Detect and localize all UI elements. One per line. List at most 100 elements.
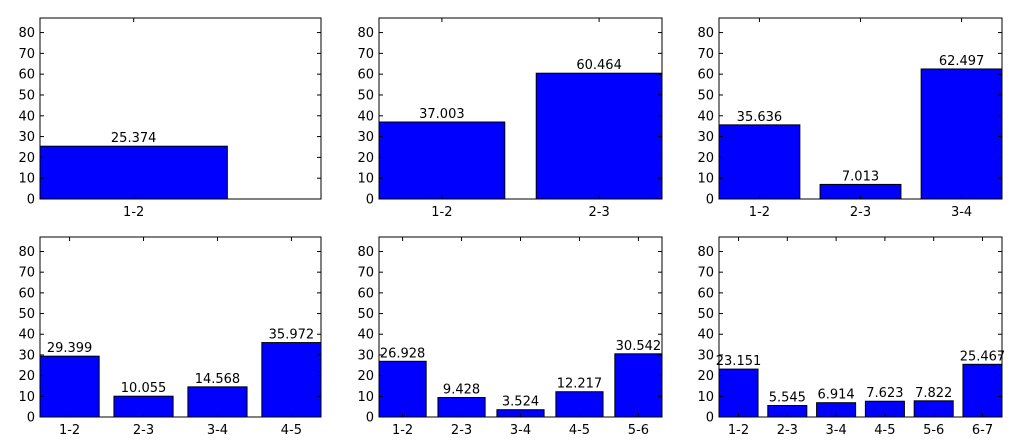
y-tick-label: 20 bbox=[357, 369, 374, 384]
y-tick-label: 80 bbox=[18, 26, 35, 41]
y-tick-label: 70 bbox=[357, 47, 374, 62]
y-tick-label: 0 bbox=[366, 193, 374, 208]
x-tick-label: 2-3 bbox=[588, 205, 609, 220]
bar-panel-4: 29.399 1-2 10.055 2-3 14.568 3-4 35.972 4-5 0 10 2… bbox=[18, 236, 322, 438]
y-tick-label: 50 bbox=[18, 307, 35, 322]
x-tick-label: 3-4 bbox=[825, 423, 846, 438]
data-label: 60.464 bbox=[576, 58, 622, 73]
y-tick-label: 60 bbox=[18, 286, 35, 301]
x-tick-label: 6-7 bbox=[972, 423, 993, 438]
y-tick-label: 80 bbox=[18, 245, 35, 260]
axes-frame bbox=[378, 17, 663, 200]
y-tick-label: 80 bbox=[697, 26, 714, 41]
bar-1-2 bbox=[718, 124, 801, 200]
y-tick-label: 50 bbox=[357, 88, 374, 103]
bar-3-4 bbox=[920, 68, 1003, 200]
x-tick-label: 4-5 bbox=[569, 423, 590, 438]
y-tick-label: 20 bbox=[357, 151, 374, 166]
bar-1-2 bbox=[378, 360, 427, 418]
y-tick-label: 60 bbox=[357, 286, 374, 301]
data-label: 62.497 bbox=[939, 54, 985, 69]
data-label: 5.545 bbox=[769, 391, 806, 406]
bar-4-5 bbox=[261, 342, 322, 418]
data-label: 25.467 bbox=[960, 349, 1006, 364]
data-label: 10.055 bbox=[121, 381, 167, 396]
y-tick-label: 20 bbox=[697, 369, 714, 384]
y-tick-label: 40 bbox=[357, 328, 374, 343]
y-tick-label: 40 bbox=[697, 328, 714, 343]
y-tick-label: 30 bbox=[357, 348, 374, 363]
bar-3-4 bbox=[187, 386, 248, 418]
y-tick-label: 50 bbox=[357, 307, 374, 322]
bar-1-2 bbox=[39, 355, 100, 418]
x-tick-label: 1-2 bbox=[59, 423, 80, 438]
y-tick-label: 60 bbox=[697, 286, 714, 301]
x-tick-label: 1-2 bbox=[123, 205, 144, 220]
x-tick-label: 4-5 bbox=[874, 423, 895, 438]
y-tick-label: 10 bbox=[357, 172, 374, 187]
data-label: 7.013 bbox=[842, 169, 879, 184]
y-tick-label: 0 bbox=[366, 411, 374, 426]
y-tick-label: 80 bbox=[357, 245, 374, 260]
y-tick-label: 30 bbox=[18, 348, 35, 363]
x-tick-label: 3-4 bbox=[510, 423, 531, 438]
y-tick-label: 30 bbox=[18, 130, 35, 145]
y-tick-label: 20 bbox=[697, 151, 714, 166]
x-tick-label: 1-2 bbox=[431, 205, 452, 220]
data-label: 14.568 bbox=[195, 372, 241, 387]
y-tick-label: 10 bbox=[697, 172, 714, 187]
data-label: 37.003 bbox=[419, 107, 465, 122]
y-tick-label: 40 bbox=[18, 328, 35, 343]
y-tick-label: 20 bbox=[18, 151, 35, 166]
axes-frame bbox=[39, 236, 322, 418]
x-tick-label: 4-5 bbox=[281, 423, 302, 438]
x-tick-label: 5-6 bbox=[628, 423, 649, 438]
y-tick-label: 80 bbox=[697, 245, 714, 260]
y-tick-label: 20 bbox=[18, 369, 35, 384]
bar-1-2 bbox=[378, 121, 506, 200]
y-tick-label: 10 bbox=[18, 390, 35, 405]
y-tick-label: 70 bbox=[697, 47, 714, 62]
y-tick-label: 50 bbox=[18, 88, 35, 103]
y-tick-label: 70 bbox=[18, 47, 35, 62]
y-tick-label: 0 bbox=[27, 411, 35, 426]
x-tick-label: 2-3 bbox=[850, 205, 871, 220]
y-tick-label: 30 bbox=[697, 130, 714, 145]
y-tick-label: 10 bbox=[697, 390, 714, 405]
x-tick-label: 2-3 bbox=[133, 423, 154, 438]
y-tick-label: 40 bbox=[697, 109, 714, 124]
y-tick-label: 60 bbox=[697, 68, 714, 83]
x-tick-label: 1-2 bbox=[728, 423, 749, 438]
bar-6-7 bbox=[962, 363, 1003, 418]
y-tick-label: 40 bbox=[357, 109, 374, 124]
bar-panel-5: 26.928 1-2 9.428 2-3 3.524 3-4 12.217 4-5 30.542… bbox=[357, 236, 663, 438]
data-label: 29.399 bbox=[47, 341, 93, 356]
x-tick-label: 3-4 bbox=[207, 423, 228, 438]
data-label: 23.151 bbox=[716, 354, 762, 369]
data-label: 35.636 bbox=[737, 110, 783, 125]
y-tick-label: 0 bbox=[706, 411, 714, 426]
axes-frame bbox=[378, 236, 663, 418]
data-label: 7.623 bbox=[866, 386, 903, 401]
bar-2-3 bbox=[535, 72, 663, 200]
x-tick-label: 3-4 bbox=[951, 205, 972, 220]
data-label: 30.542 bbox=[616, 339, 662, 354]
y-tick-label: 10 bbox=[18, 172, 35, 187]
data-label: 25.374 bbox=[111, 131, 157, 146]
data-label: 35.972 bbox=[269, 328, 315, 343]
bar-1-2 bbox=[39, 145, 228, 200]
x-tick-label: 5-6 bbox=[923, 423, 944, 438]
bar-5-6 bbox=[614, 353, 663, 418]
y-tick-label: 0 bbox=[706, 193, 714, 208]
bar-panel-3: 35.636 1-2 7.013 2-3 62.497 3-4 0 10 20 30 40 50 60 7… bbox=[697, 17, 1003, 220]
bar-panel-6: 23.151 1-2 5.545 2-3 6.914 3-4 7.623 4-5 7.822 5-… bbox=[697, 236, 1006, 438]
y-tick-label: 70 bbox=[697, 266, 714, 281]
x-tick-label: 1-2 bbox=[392, 423, 413, 438]
axes-frame bbox=[718, 236, 1003, 418]
data-label: 26.928 bbox=[380, 346, 426, 361]
bar-4-5 bbox=[555, 391, 604, 418]
y-tick-label: 70 bbox=[18, 266, 35, 281]
x-tick-label: 1-2 bbox=[749, 205, 770, 220]
bar-1-2 bbox=[718, 368, 759, 418]
